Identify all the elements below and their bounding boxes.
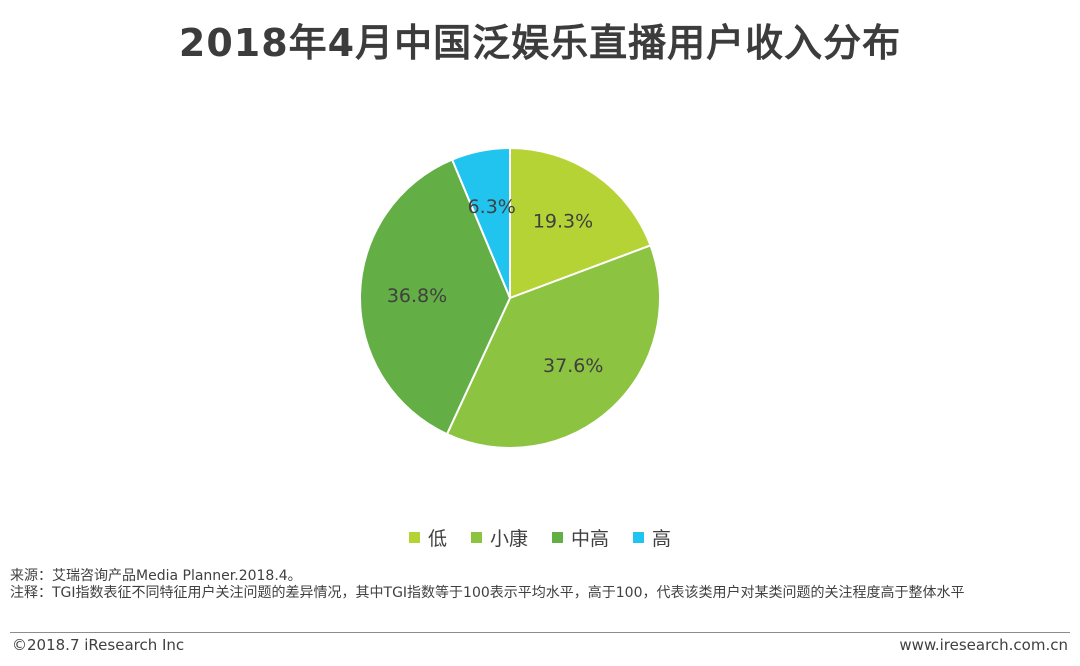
website-link[interactable]: www.iresearch.com.cn	[899, 636, 1068, 654]
data-label-moderate: 37.6%	[543, 355, 603, 377]
copyright-text: ©2018.7 iResearch Inc	[12, 636, 185, 654]
footer-divider	[10, 632, 1070, 633]
legend-swatch-moderate	[470, 532, 482, 543]
comment-note: 注释：TGI指数表征不同特征用户关注问题的差异情况，其中TGI指数等于100表示…	[10, 585, 965, 601]
pie-slice-high	[450, 146, 511, 299]
legend-item-low: 低	[408, 524, 447, 551]
pie-slice-low	[509, 146, 652, 300]
pie-chart: 19.3% 37.6% 36.8% 6.3%	[359, 146, 661, 449]
legend-item-moderate: 小康	[470, 524, 528, 551]
legend-label-low: 低	[427, 528, 447, 550]
legend-label-high: 高	[652, 528, 672, 550]
data-label-high: 6.3%	[468, 196, 516, 218]
data-label-middle-high: 36.8%	[387, 285, 447, 307]
legend-swatch-middle-high	[552, 532, 563, 543]
footnotes: 来源：艾瑞咨询产品Media Planner.2018.4。 注释：TGI指数表…	[10, 568, 1070, 602]
pie-slice-moderate	[445, 244, 661, 449]
pie-slice-middle-high	[359, 158, 512, 436]
chart-legend: 低 小康 中高 高	[0, 524, 1080, 551]
legend-swatch-high	[633, 532, 645, 543]
source-note: 来源：艾瑞咨询产品Media Planner.2018.4。	[10, 568, 302, 584]
data-label-low: 19.3%	[533, 211, 593, 233]
legend-label-middle-high: 中高	[571, 528, 610, 550]
legend-item-high: 高	[633, 524, 671, 551]
legend-label-moderate: 小康	[489, 528, 528, 550]
chart-title: 2018年4月中国泛娱乐直播用户收入分布	[178, 21, 902, 65]
legend-item-middle-high: 中高	[552, 524, 609, 551]
legend-swatch-low	[408, 532, 420, 543]
